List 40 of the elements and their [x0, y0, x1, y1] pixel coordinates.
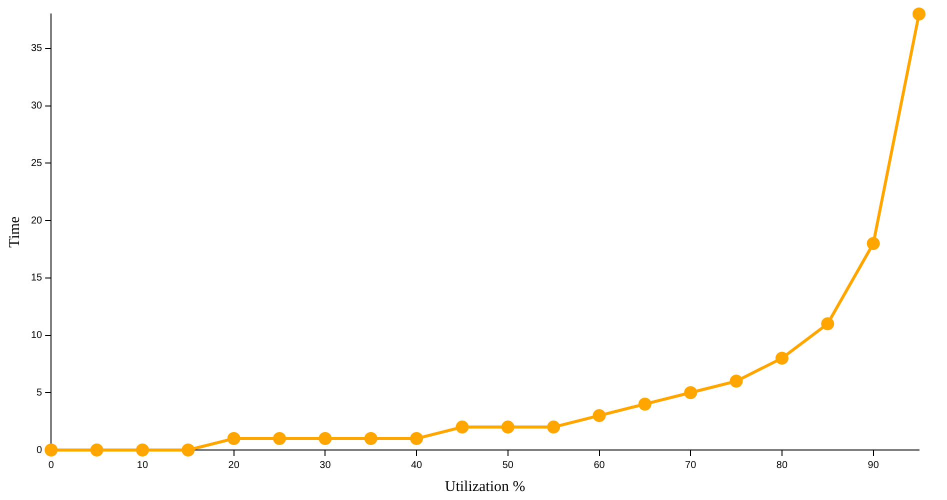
point: [912, 8, 926, 20]
point: [866, 236, 880, 250]
point: [775, 352, 788, 365]
x-tick-label: 20: [228, 460, 240, 471]
x-axis-title: Utilization %: [444, 478, 526, 495]
y-tick-label: 25: [31, 158, 43, 169]
y-tick-label: 0: [36, 444, 43, 456]
y-axis-title: Time: [6, 216, 23, 248]
point: [730, 374, 743, 388]
x-tick-label: 60: [594, 460, 606, 471]
point: [592, 409, 606, 422]
x-tick-label: 10: [136, 460, 148, 471]
point: [456, 420, 469, 434]
x-tick-label: 40: [410, 460, 423, 471]
point: [227, 432, 240, 446]
x-tick-label: 50: [502, 460, 514, 471]
point: [684, 386, 698, 400]
point: [44, 444, 58, 456]
x-tick-label: 80: [776, 460, 788, 471]
point: [182, 444, 195, 456]
point: [547, 420, 560, 434]
y-tick-label: 5: [36, 387, 43, 398]
point: [273, 432, 286, 446]
y-tick-label: 30: [31, 100, 43, 112]
y-tick-label: 20: [31, 215, 43, 226]
point: [638, 398, 652, 411]
x-tick-label: 30: [320, 460, 332, 471]
x-tick-label: 70: [685, 460, 697, 471]
x-tick-label: 90: [868, 460, 880, 471]
y-tick-label: 10: [31, 330, 43, 342]
x-tick-label: 0: [48, 460, 54, 471]
y-tick-label: 15: [31, 272, 43, 284]
point: [364, 432, 378, 446]
point: [136, 444, 149, 456]
y-tick-label: 35: [31, 43, 43, 54]
point: [821, 317, 834, 330]
point: [318, 432, 332, 446]
point: [501, 420, 514, 434]
point: [410, 432, 424, 446]
point: [90, 444, 104, 456]
